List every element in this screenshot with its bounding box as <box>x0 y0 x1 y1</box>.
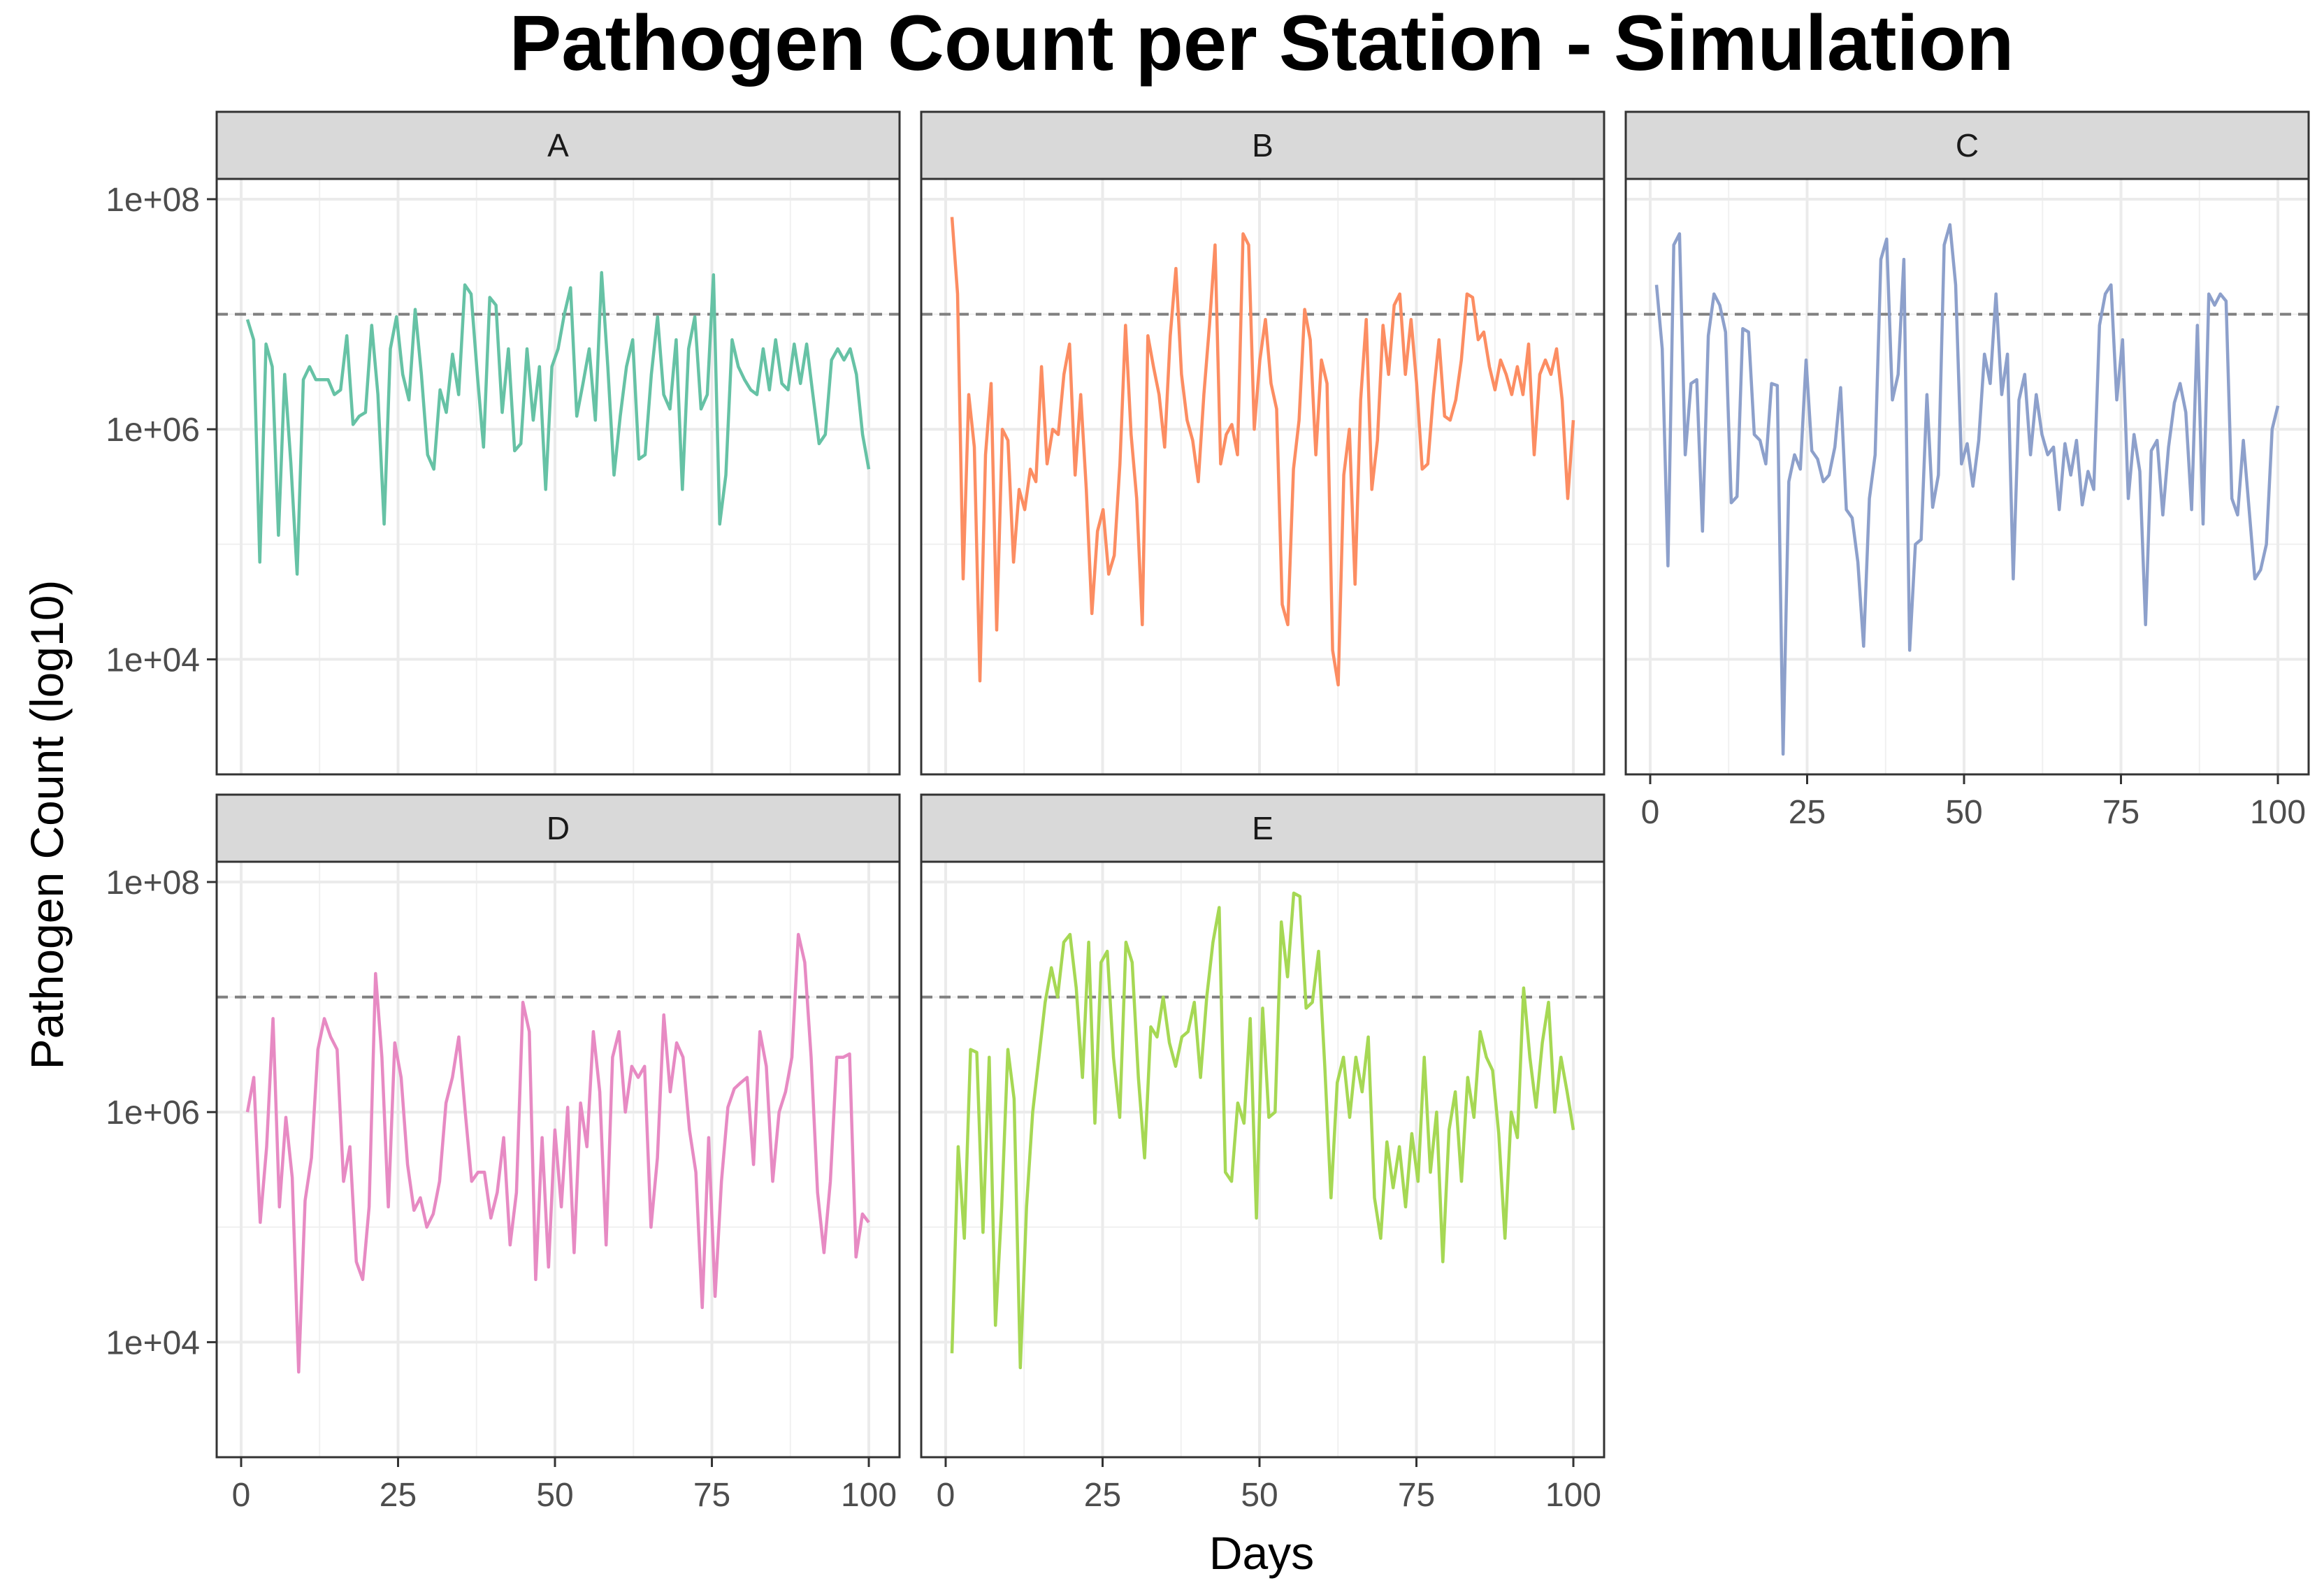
chart-title: Pathogen Count per Station - Simulation <box>510 0 2014 87</box>
y-tick-label: 1e+08 <box>106 865 200 902</box>
series-line-c <box>1654 223 2280 756</box>
x-tick-label: 25 <box>1789 794 1826 831</box>
y-tick-label: 1e+06 <box>106 1094 200 1132</box>
panel-border <box>920 860 1605 1459</box>
facet-strip-label: C <box>1956 127 1979 164</box>
x-tick-label: 50 <box>1945 794 1982 831</box>
x-axis-title: Days <box>1209 1527 1314 1579</box>
panel-background <box>921 862 1604 1457</box>
panel-border <box>215 860 901 1459</box>
y-axis-title: Pathogen Count (log10) <box>21 580 73 1070</box>
x-tick-label: 25 <box>1084 1477 1121 1514</box>
facet-panels: A 1e+04 1e+06 1e+08 B C 0 25 50 75 100 D 1e+04 1e+06 1… <box>106 110 2310 1514</box>
facet-strip-label: E <box>1252 810 1273 846</box>
facet-panel-c: C 0 25 50 75 100 <box>1624 110 2310 831</box>
y-tick-label: 1e+06 <box>106 412 200 449</box>
y-tick-label: 1e+08 <box>106 182 200 219</box>
x-tick-label: 100 <box>841 1477 897 1514</box>
x-tick-label: 50 <box>1241 1477 1278 1514</box>
x-tick-label: 0 <box>232 1477 251 1514</box>
panel-border <box>215 178 901 776</box>
panel-background <box>217 179 900 774</box>
facet-strip <box>920 110 1605 180</box>
facet-strip-label: B <box>1252 127 1273 164</box>
facet-strip <box>215 110 901 180</box>
series-line-e <box>950 891 1575 1370</box>
x-tick-label: 50 <box>536 1477 573 1514</box>
facet-strip-label: D <box>547 810 570 846</box>
facet-strip <box>1624 110 2310 180</box>
x-tick-label: 100 <box>2250 794 2306 831</box>
y-tick-label: 1e+04 <box>106 1324 200 1361</box>
x-tick-label: 0 <box>1641 794 1660 831</box>
panel-border <box>920 178 1605 776</box>
facet-strip <box>215 793 901 863</box>
facet-panel-a: A 1e+04 1e+06 1e+08 <box>106 110 901 776</box>
facet-panel-b: B <box>920 110 1605 776</box>
y-tick-label: 1e+04 <box>106 642 200 679</box>
facet-strip <box>920 793 1605 863</box>
series-line-b <box>950 217 1575 687</box>
facet-strip-label: A <box>547 127 569 164</box>
panel-border <box>1624 178 2310 776</box>
x-tick-label: 75 <box>1398 1477 1435 1514</box>
facet-panel-d: D 1e+04 1e+06 1e+08 0 25 50 75 100 <box>106 793 901 1514</box>
panel-background <box>1626 179 2309 774</box>
x-tick-label: 25 <box>380 1477 417 1514</box>
series-line-a <box>245 270 871 576</box>
x-tick-label: 100 <box>1545 1477 1601 1514</box>
x-tick-label: 0 <box>937 1477 955 1514</box>
series-line-d <box>245 932 870 1374</box>
x-tick-label: 75 <box>693 1477 730 1514</box>
x-tick-label: 75 <box>2102 794 2139 831</box>
facet-panel-e: E 0 25 50 75 100 <box>920 793 1605 1514</box>
